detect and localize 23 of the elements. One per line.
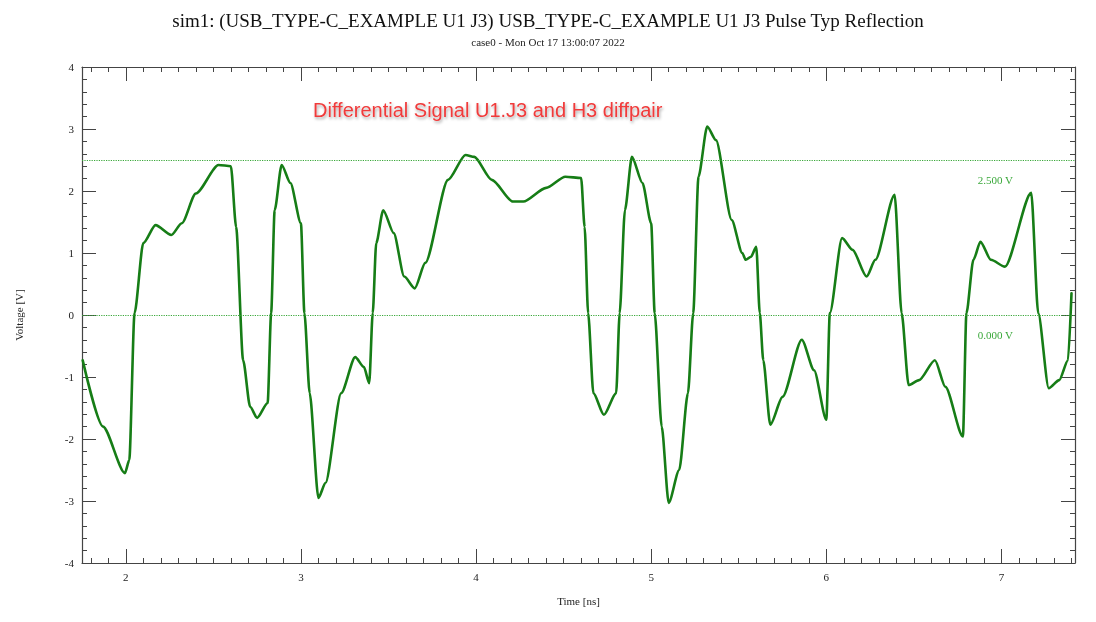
x-tick-label: 7	[998, 570, 1005, 583]
y-tick-label: -4	[64, 557, 75, 569]
x-tick-label: 3	[298, 570, 305, 583]
y-tick-label: 1	[68, 247, 74, 259]
y-tick-label: 2	[68, 185, 74, 197]
x-tick-label: 6	[823, 570, 830, 583]
y-tick-label: 0	[68, 309, 75, 321]
ref-line-label: 0.000 V	[977, 328, 1014, 341]
y-tick-label: -3	[64, 495, 75, 507]
y-tick-label: -1	[64, 371, 74, 383]
line-series	[81, 125, 1073, 505]
y-axis-title: Voltage [V]	[12, 289, 25, 341]
chart-subtitle: case0 - Mon Oct 17 13:00:07 2022	[471, 35, 625, 48]
x-tick-label: 4	[473, 570, 480, 583]
annotation: Differential Signal U1.J3 and H3 diffpair	[313, 99, 663, 121]
chart-title: sim1: (USB_TYPE-C_EXAMPLE U1 J3) USB_TYPE-C_EXAMPLE U1 J3 Pulse Typ Reflection	[172, 10, 925, 32]
y-tick-label: -2	[64, 433, 74, 445]
ref-line-label: 2.500 V	[977, 173, 1014, 186]
x-tick-label: 5	[648, 570, 655, 583]
x-tick-label: 2	[123, 570, 129, 583]
y-tick-label: 3	[68, 123, 75, 135]
y-tick-label: 4	[68, 61, 75, 73]
x-axis-title: Time [ns]	[557, 594, 600, 607]
